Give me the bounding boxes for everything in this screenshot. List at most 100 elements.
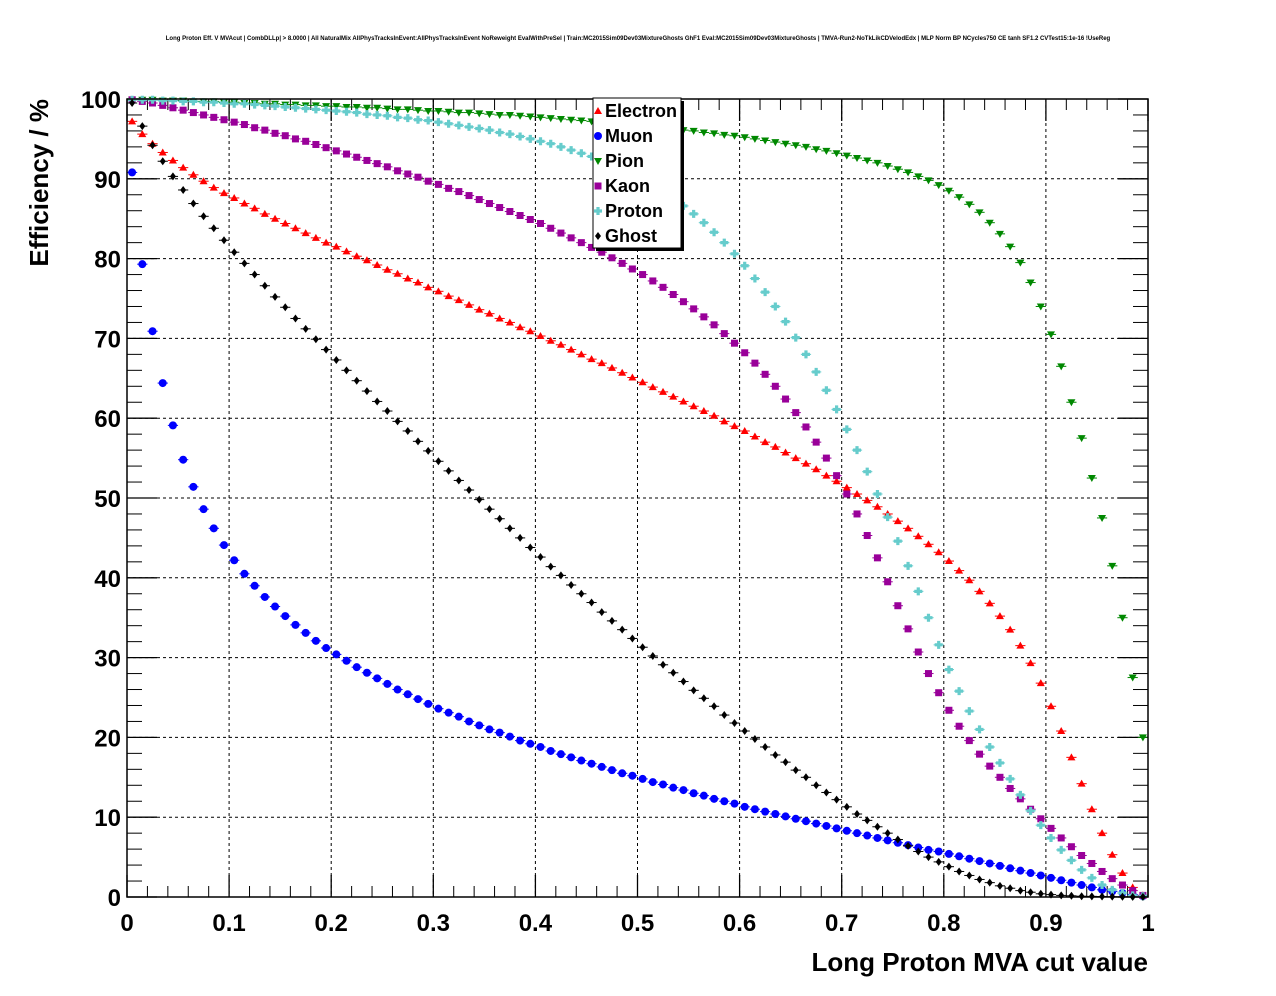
data-point: [516, 323, 525, 331]
data-point: [740, 426, 749, 434]
data-point: [711, 702, 718, 711]
data-point: [485, 200, 493, 208]
data-point: [833, 472, 841, 480]
data-point: [403, 114, 412, 123]
data-point: [322, 238, 331, 246]
data-point: [577, 117, 586, 125]
data-point: [751, 359, 759, 367]
data-point: [505, 130, 514, 139]
data-point: [721, 711, 728, 720]
data-point: [475, 196, 483, 204]
data-point: [383, 679, 392, 688]
data-point: [607, 766, 616, 775]
data-point: [343, 366, 350, 375]
data-point: [985, 219, 994, 227]
data-point: [1026, 279, 1035, 287]
data-point: [526, 215, 534, 223]
series-electron: [127, 117, 1148, 899]
data-point: [240, 569, 249, 578]
data-point: [424, 283, 433, 291]
legend-marker: [594, 207, 602, 215]
data-point: [873, 502, 882, 510]
data-point: [424, 699, 433, 708]
data-point: [588, 598, 595, 607]
data-point: [874, 822, 881, 831]
data-point: [342, 103, 351, 111]
data-point: [332, 106, 341, 115]
data-point: [1016, 259, 1025, 267]
legend-marker: [594, 158, 602, 165]
data-point: [1017, 886, 1024, 895]
data-point: [1036, 303, 1045, 311]
data-point: [894, 602, 902, 610]
data-point: [424, 177, 432, 185]
data-point: [322, 106, 331, 115]
data-point: [935, 857, 942, 866]
data-point: [986, 878, 993, 887]
data-point: [955, 722, 963, 730]
data-point: [639, 271, 647, 279]
series-ghost: [127, 98, 1148, 901]
data-point: [894, 835, 901, 844]
data-point: [1118, 869, 1127, 877]
data-point: [1067, 399, 1076, 407]
data-point: [220, 236, 227, 245]
data-point: [771, 302, 780, 311]
data-point: [302, 137, 310, 145]
data-point: [822, 147, 831, 155]
data-point: [1108, 875, 1116, 883]
data-point: [1057, 845, 1066, 854]
x-axis-title: Long Proton MVA cut value: [811, 947, 1148, 977]
legend-entry-pion: Pion: [594, 151, 644, 171]
data-point: [577, 756, 586, 765]
data-point: [629, 634, 636, 643]
series-muon: [127, 168, 1148, 901]
data-point: [323, 345, 330, 354]
data-point: [260, 592, 269, 601]
data-point: [976, 750, 984, 758]
data-point: [168, 96, 177, 105]
data-point: [914, 173, 923, 181]
data-point: [854, 810, 861, 819]
data-point: [291, 103, 300, 112]
data-point: [813, 781, 820, 790]
data-point: [342, 247, 351, 255]
data-point: [1098, 829, 1107, 837]
data-point: [179, 97, 188, 106]
data-point: [1047, 824, 1055, 832]
data-point: [373, 104, 382, 112]
data-point: [454, 121, 463, 130]
data-point: [965, 201, 974, 209]
data-point: [822, 471, 831, 479]
data-point: [138, 130, 147, 138]
data-point: [158, 379, 167, 388]
data-point: [352, 103, 361, 111]
data-point: [311, 105, 320, 114]
data-point: [577, 350, 586, 358]
data-point: [944, 665, 953, 674]
data-point: [955, 566, 964, 574]
data-point: [485, 111, 494, 119]
data-point: [782, 395, 790, 403]
data-point: [761, 370, 769, 378]
data-point: [955, 852, 964, 861]
data-point: [934, 548, 943, 556]
y-tick-label: 90: [94, 167, 121, 194]
data-point: [475, 110, 484, 118]
y-tick-label: 10: [94, 805, 121, 832]
data-point: [710, 130, 719, 138]
data-point: [1036, 871, 1045, 880]
data-point: [628, 373, 637, 381]
data-point: [812, 438, 820, 446]
data-point: [822, 454, 830, 462]
legend: Electron Muon Pion Kaon Proton Ghost: [592, 97, 684, 251]
data-point: [700, 313, 708, 321]
data-point: [853, 155, 862, 163]
data-point: [873, 554, 881, 562]
data-point: [199, 505, 208, 514]
x-tick-label: 1: [1141, 910, 1154, 937]
data-point: [781, 317, 790, 326]
data-point: [690, 305, 698, 313]
x-tick-label: 0.5: [621, 910, 654, 937]
data-point: [537, 553, 544, 562]
